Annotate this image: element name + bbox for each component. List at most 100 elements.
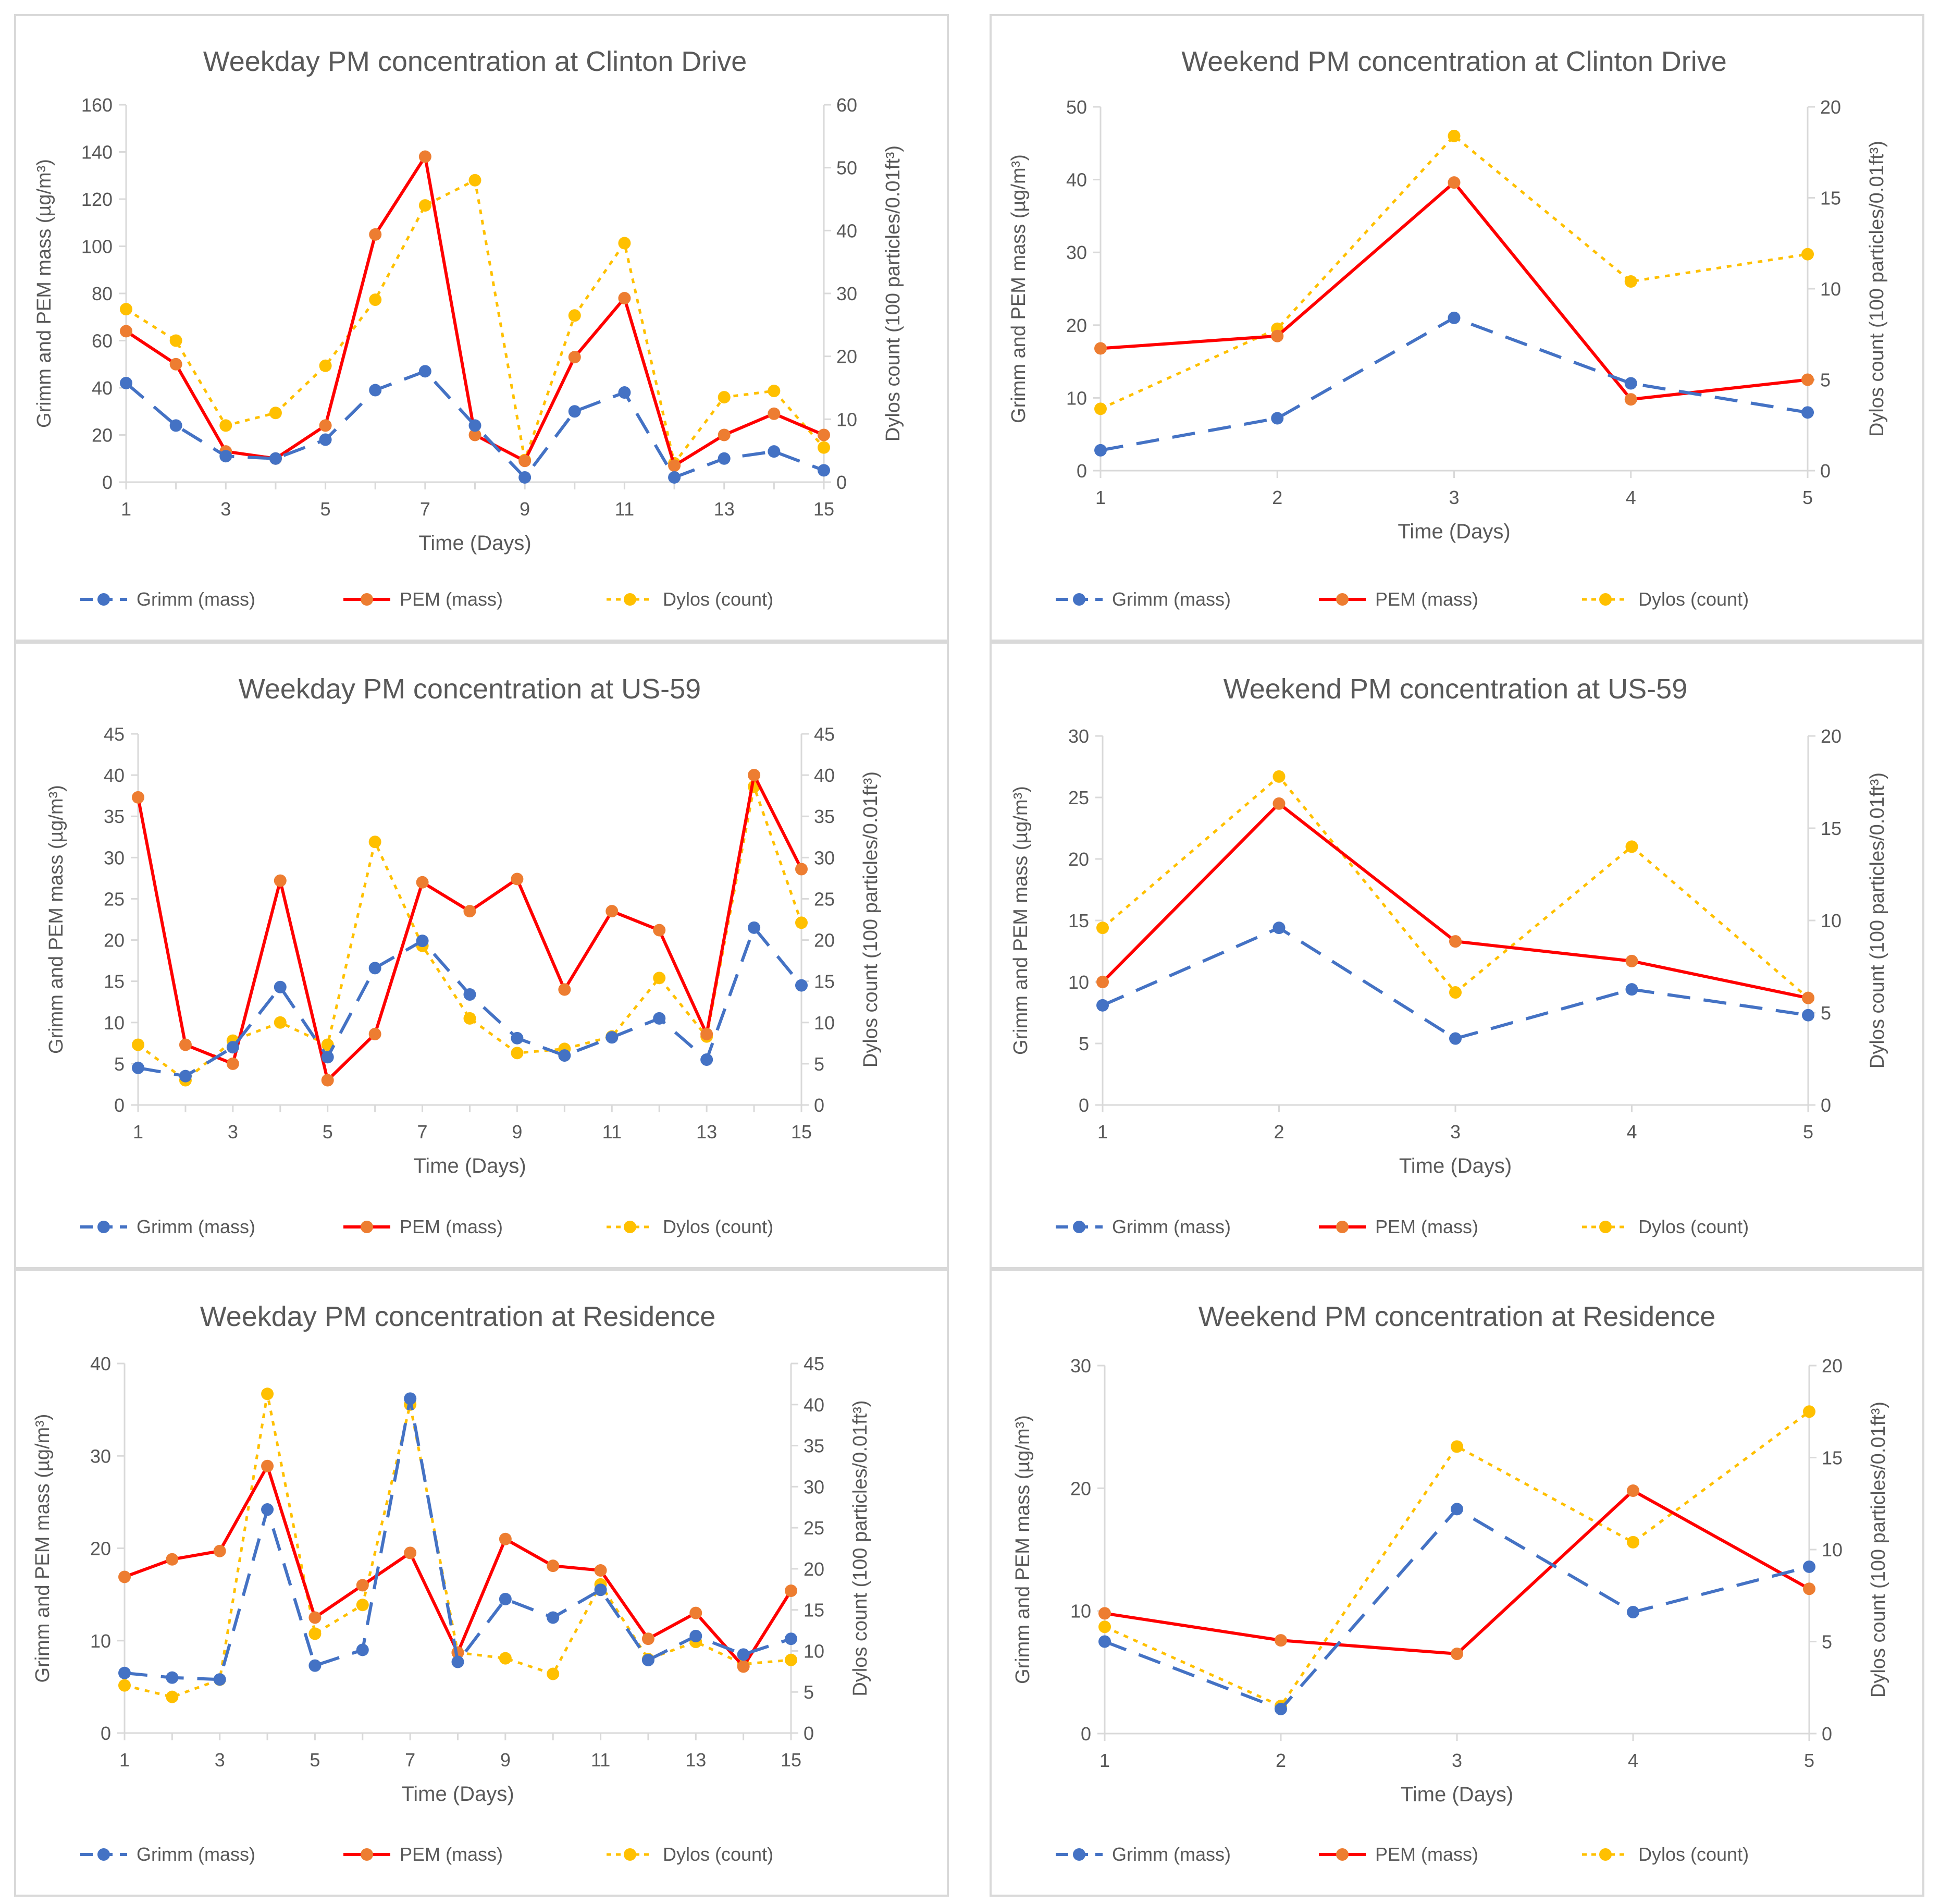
legend-marker-grimm <box>97 593 110 606</box>
data-point-grimm <box>1624 377 1637 390</box>
legend-label-grimm: Grimm (mass) <box>137 588 255 610</box>
legend-marker-dylos <box>1599 1221 1612 1233</box>
x-tick-label: 13 <box>696 1121 717 1143</box>
y-tick-label-left: 0 <box>101 1723 111 1744</box>
legend-label-dylos: Dylos (count) <box>1638 1216 1749 1237</box>
data-point-dylos <box>511 1047 524 1060</box>
data-point-grimm <box>169 419 182 432</box>
data-point-grimm <box>768 445 781 458</box>
y-tick-label-right: 5 <box>1820 370 1831 391</box>
y-tick-label-right: 5 <box>1822 1631 1832 1653</box>
legend-label-pem: PEM (mass) <box>1375 588 1478 610</box>
data-point-dylos <box>120 303 132 316</box>
data-point-pem <box>368 1027 381 1040</box>
data-point-grimm <box>668 471 681 484</box>
y-tick-label-right: 10 <box>836 409 857 430</box>
data-point-dylos <box>132 1038 144 1051</box>
y-tick-label-left: 0 <box>102 472 113 493</box>
y-tick-label-right: 25 <box>814 888 835 910</box>
x-tick-label: 15 <box>781 1749 801 1771</box>
x-tick-label: 3 <box>215 1749 225 1771</box>
legend-label-pem: PEM (mass) <box>400 588 503 610</box>
data-point-dylos <box>1624 275 1637 288</box>
data-point-pem <box>369 228 382 241</box>
legend-marker-pem <box>361 593 373 606</box>
y-axis-title-right: Dylos count (100 particles/0.01ft³) <box>1867 772 1888 1068</box>
x-tick-label: 1 <box>1097 1121 1108 1143</box>
data-point-pem <box>547 1559 560 1573</box>
x-tick-label: 11 <box>602 1121 622 1143</box>
y-tick-label-left: 30 <box>1070 1355 1091 1377</box>
x-tick-label: 13 <box>714 498 735 520</box>
data-point-grimm <box>321 1051 334 1064</box>
x-axis-title: Time (Days) <box>413 1154 526 1177</box>
x-tick-label: 1 <box>1099 1750 1110 1771</box>
y-tick-label-right: 15 <box>1821 818 1842 839</box>
x-tick-label: 13 <box>685 1749 706 1771</box>
data-point-pem <box>1449 935 1462 948</box>
y-axis-title-right: Dylos count (100 particles/0.01ft³) <box>882 145 904 441</box>
data-point-dylos <box>269 407 282 420</box>
legend-marker-dylos <box>624 1848 636 1861</box>
data-point-grimm <box>166 1671 179 1684</box>
x-tick-label: 2 <box>1272 487 1282 508</box>
data-point-grimm <box>718 452 731 465</box>
data-point-grimm <box>132 1061 144 1074</box>
y-tick-label-left: 35 <box>104 806 125 827</box>
y-tick-label-right: 35 <box>804 1435 824 1457</box>
data-point-grimm <box>274 980 287 993</box>
data-point-grimm <box>120 376 132 389</box>
y-tick-label-right: 20 <box>814 930 835 951</box>
y-tick-label-right: 15 <box>1822 1447 1843 1469</box>
y-tick-label-right: 30 <box>804 1476 824 1497</box>
data-point-dylos <box>118 1679 131 1692</box>
data-point-grimm <box>226 1041 239 1054</box>
x-tick-label: 5 <box>323 1121 333 1143</box>
data-point-grimm <box>606 1031 619 1044</box>
data-point-pem <box>416 876 429 889</box>
data-point-grimm <box>700 1053 713 1066</box>
y-tick-label-left: 40 <box>92 377 113 399</box>
y-axis-title-right: Dylos count (100 particles/0.01ft³) <box>849 1400 871 1696</box>
series-line-grimm <box>1102 926 1809 1040</box>
data-point-grimm <box>463 988 476 1001</box>
y-tick-label-left: 100 <box>81 236 113 257</box>
data-point-grimm <box>369 384 382 397</box>
data-point-dylos <box>1451 1440 1463 1453</box>
data-point-dylos <box>1625 840 1638 853</box>
x-tick-label: 1 <box>121 498 131 520</box>
data-point-grimm <box>547 1611 560 1624</box>
y-tick-label-right: 50 <box>836 157 857 179</box>
data-point-pem <box>1625 954 1638 967</box>
y-tick-label-right: 0 <box>1820 460 1831 482</box>
y-tick-label-left: 25 <box>1068 787 1089 808</box>
y-tick-label-left: 15 <box>104 971 125 992</box>
y-tick-label-left: 10 <box>1070 1601 1091 1622</box>
legend-label-pem: PEM (mass) <box>400 1216 503 1237</box>
data-point-pem <box>1448 176 1461 189</box>
x-tick-label: 4 <box>1626 1121 1637 1143</box>
y-tick-label-right: 35 <box>814 806 835 827</box>
y-tick-label-left: 60 <box>92 330 113 352</box>
legend-marker-pem <box>361 1848 373 1861</box>
y-axis-title-left: Grimm and PEM mass (µg/m³) <box>45 785 67 1054</box>
y-tick-label-right: 0 <box>814 1095 824 1116</box>
x-tick-label: 3 <box>1449 487 1459 508</box>
data-point-grimm <box>179 1070 192 1083</box>
y-tick-label-left: 45 <box>104 723 125 745</box>
data-point-dylos <box>499 1652 512 1665</box>
data-point-grimm <box>356 1643 369 1656</box>
legend-label-dylos: Dylos (count) <box>663 1844 773 1865</box>
data-point-pem <box>213 1544 226 1557</box>
data-point-pem <box>499 1532 512 1545</box>
data-point-pem <box>748 769 761 782</box>
y-tick-label-right: 45 <box>814 723 835 745</box>
y-axis-title-left: Grimm and PEM mass (µg/m³) <box>1012 1415 1034 1684</box>
data-point-grimm <box>1451 1503 1463 1516</box>
legend-marker-grimm <box>1073 593 1085 606</box>
x-tick-label: 2 <box>1276 1750 1286 1771</box>
y-tick-label-right: 5 <box>1821 1002 1831 1024</box>
data-point-grimm <box>219 450 232 463</box>
x-tick-label: 9 <box>500 1749 511 1771</box>
data-point-pem <box>1272 797 1286 810</box>
